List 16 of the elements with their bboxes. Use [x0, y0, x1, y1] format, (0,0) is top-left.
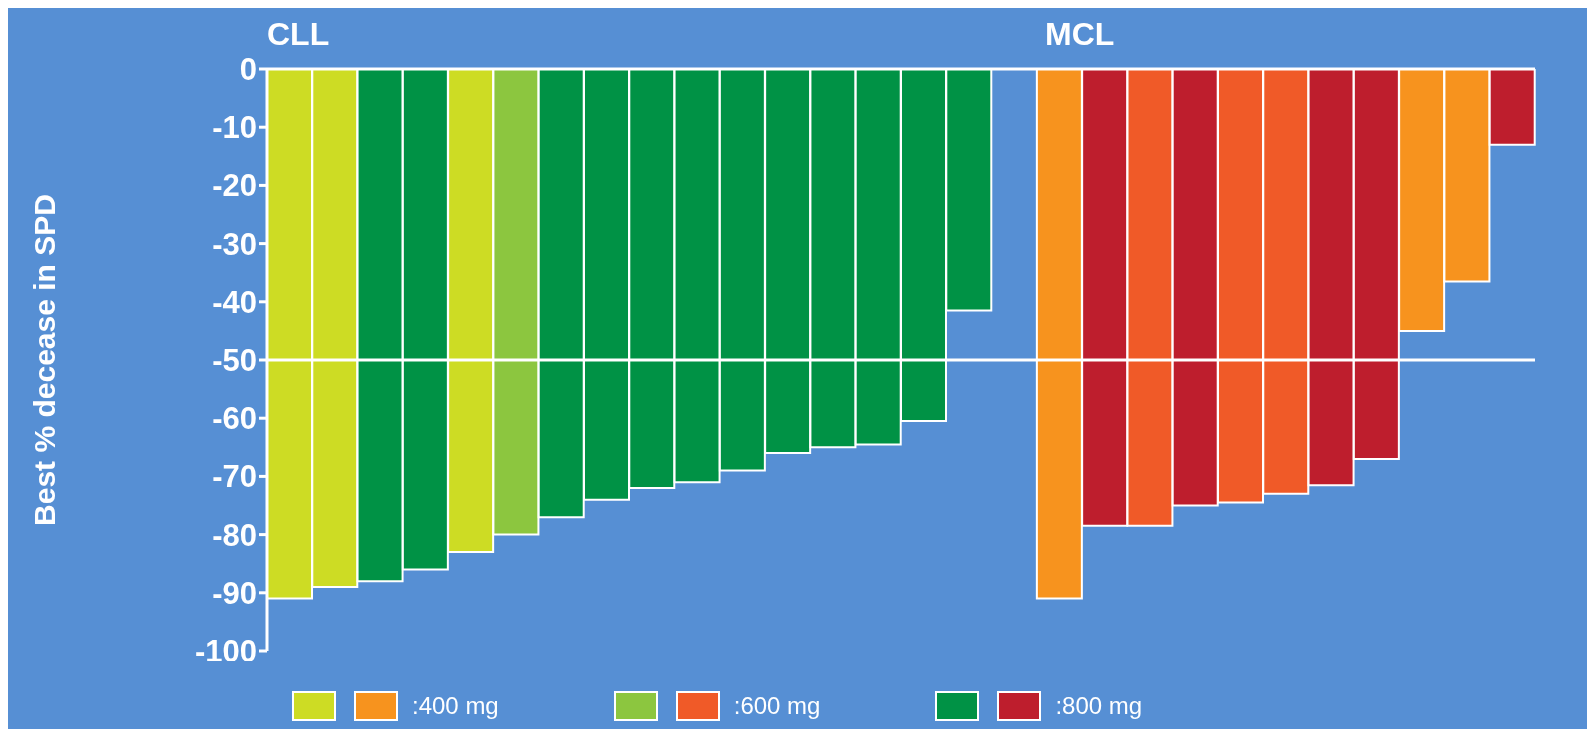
y-tick-label: -50: [212, 343, 257, 379]
y-tick-label: -20: [212, 168, 257, 204]
y-tick-label: -60: [212, 401, 257, 437]
y-tick-label: -80: [212, 517, 257, 553]
legend-label: :600 mg: [733, 692, 821, 720]
y-tick-label: -10: [212, 110, 257, 146]
y-tick-label: -40: [212, 284, 257, 320]
legend-label: :800 mg: [1055, 692, 1143, 720]
y-axis-title: Best % decease in SPD: [28, 194, 62, 526]
text: MCL: [1045, 16, 1115, 53]
legend-label: :400 mg: [412, 692, 499, 720]
y-tick-label: 0: [239, 52, 257, 87]
y-tick-label: -30: [212, 226, 257, 262]
text: CLL: [267, 16, 330, 53]
y-tick-label: -90: [212, 575, 257, 611]
y-tick-label: -70: [212, 459, 257, 495]
